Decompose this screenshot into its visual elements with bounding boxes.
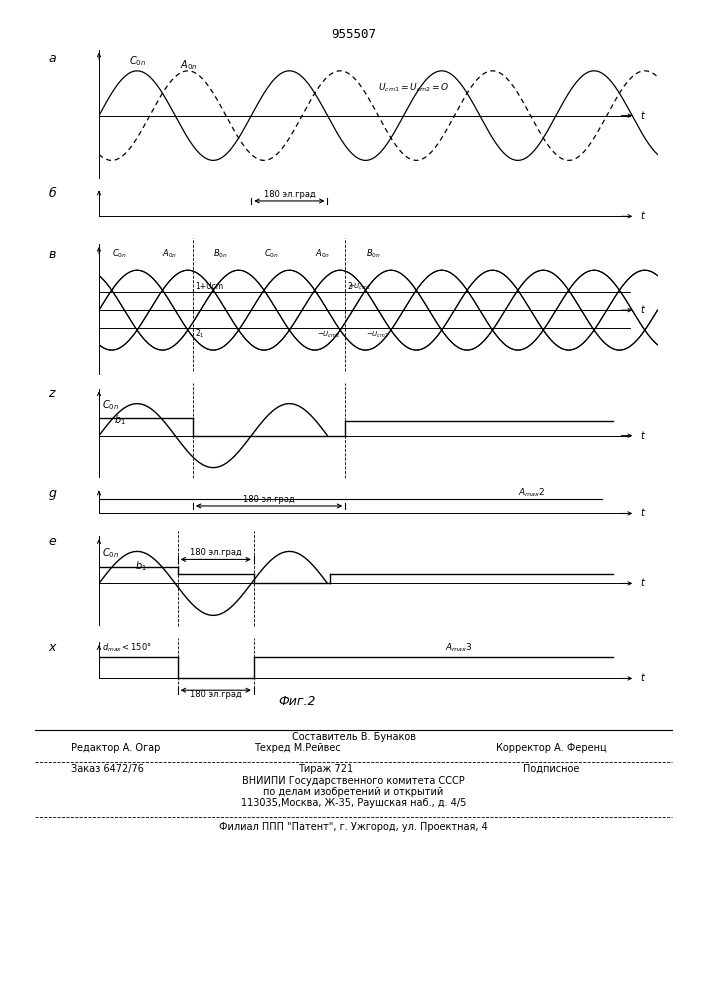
- Text: Филиал ППП "Патент", г. Ужгород, ул. Проектная, 4: Филиал ППП "Патент", г. Ужгород, ул. Про…: [219, 822, 488, 832]
- Text: 2: 2: [348, 282, 353, 291]
- Text: в: в: [48, 248, 56, 261]
- Text: $B_{0n}$: $B_{0n}$: [366, 247, 380, 260]
- Text: t: t: [641, 211, 645, 221]
- Text: 180 эл.град: 180 эл.град: [190, 690, 242, 699]
- Text: t: t: [641, 305, 645, 315]
- Text: Подписное: Подписное: [523, 764, 580, 774]
- Text: $C_{0n}$: $C_{0n}$: [264, 247, 279, 260]
- Text: $C_{0n}$: $C_{0n}$: [112, 247, 127, 260]
- Text: $-U_{cm2}$: $-U_{cm2}$: [317, 330, 340, 340]
- Text: 113035,Москва, Ж-35, Раушская наб., д. 4/5: 113035,Москва, Ж-35, Раушская наб., д. 4…: [241, 798, 466, 808]
- Text: 955507: 955507: [331, 28, 376, 41]
- Text: 180 эл.град: 180 эл.град: [190, 548, 242, 557]
- Text: $C_{0n}$: $C_{0n}$: [102, 398, 119, 412]
- Text: $2_1$: $2_1$: [195, 328, 205, 340]
- Text: $b_1$: $b_1$: [134, 559, 146, 573]
- Text: $A_{max}2$: $A_{max}2$: [518, 487, 545, 499]
- Text: Тираж 721: Тираж 721: [298, 764, 353, 774]
- Text: Заказ 6472/76: Заказ 6472/76: [71, 764, 144, 774]
- Text: $B_{0n}$: $B_{0n}$: [214, 247, 228, 260]
- Text: $U_{cm1}=U_{cm2}=O$: $U_{cm1}=U_{cm2}=O$: [378, 82, 450, 94]
- Text: a: a: [48, 52, 56, 65]
- Text: t: t: [641, 673, 645, 683]
- Text: Составитель В. Бунаков: Составитель В. Бунаков: [291, 732, 416, 742]
- Text: $b_1$: $b_1$: [115, 413, 126, 427]
- Text: t: t: [641, 111, 645, 121]
- Text: z: z: [48, 387, 54, 400]
- Text: $A_{0n}$: $A_{0n}$: [315, 247, 330, 260]
- Text: по делам изобретений и открытий: по делам изобретений и открытий: [264, 787, 443, 797]
- Text: $-U_{cm2}$: $-U_{cm2}$: [366, 330, 389, 340]
- Text: $A_{max}3$: $A_{max}3$: [445, 642, 473, 654]
- Text: б: б: [48, 187, 56, 200]
- Text: t: t: [641, 508, 645, 518]
- Text: ВНИИПИ Государственного комитета СССР: ВНИИПИ Государственного комитета СССР: [242, 776, 465, 786]
- Text: 180 эл.град: 180 эл.град: [264, 190, 315, 199]
- Text: $A_{0n}$: $A_{0n}$: [163, 247, 177, 260]
- Text: 180 эл.град: 180 эл.град: [243, 495, 295, 504]
- Text: t: t: [641, 431, 645, 441]
- Text: g: g: [48, 487, 56, 500]
- Text: $C_{0n}$: $C_{0n}$: [102, 546, 119, 560]
- Text: Корректор А. Ференц: Корректор А. Ференц: [496, 743, 607, 753]
- Text: 1+Ucm: 1+Ucm: [195, 282, 223, 291]
- Text: $C_{0n}$: $C_{0n}$: [129, 54, 146, 68]
- Text: e: e: [48, 535, 56, 548]
- Text: $A_{0n}$: $A_{0n}$: [180, 59, 197, 72]
- Text: t: t: [641, 578, 645, 588]
- Text: Техред М.Рейвес: Техред М.Рейвес: [254, 743, 340, 753]
- Text: Фиг.2: Фиг.2: [278, 695, 316, 708]
- Text: Редактор А. Огар: Редактор А. Огар: [71, 743, 160, 753]
- Text: $d_{max}<150°$: $d_{max}<150°$: [102, 642, 151, 654]
- Text: x: x: [48, 641, 56, 654]
- Text: $+U_{cm2}$: $+U_{cm2}$: [348, 282, 371, 292]
